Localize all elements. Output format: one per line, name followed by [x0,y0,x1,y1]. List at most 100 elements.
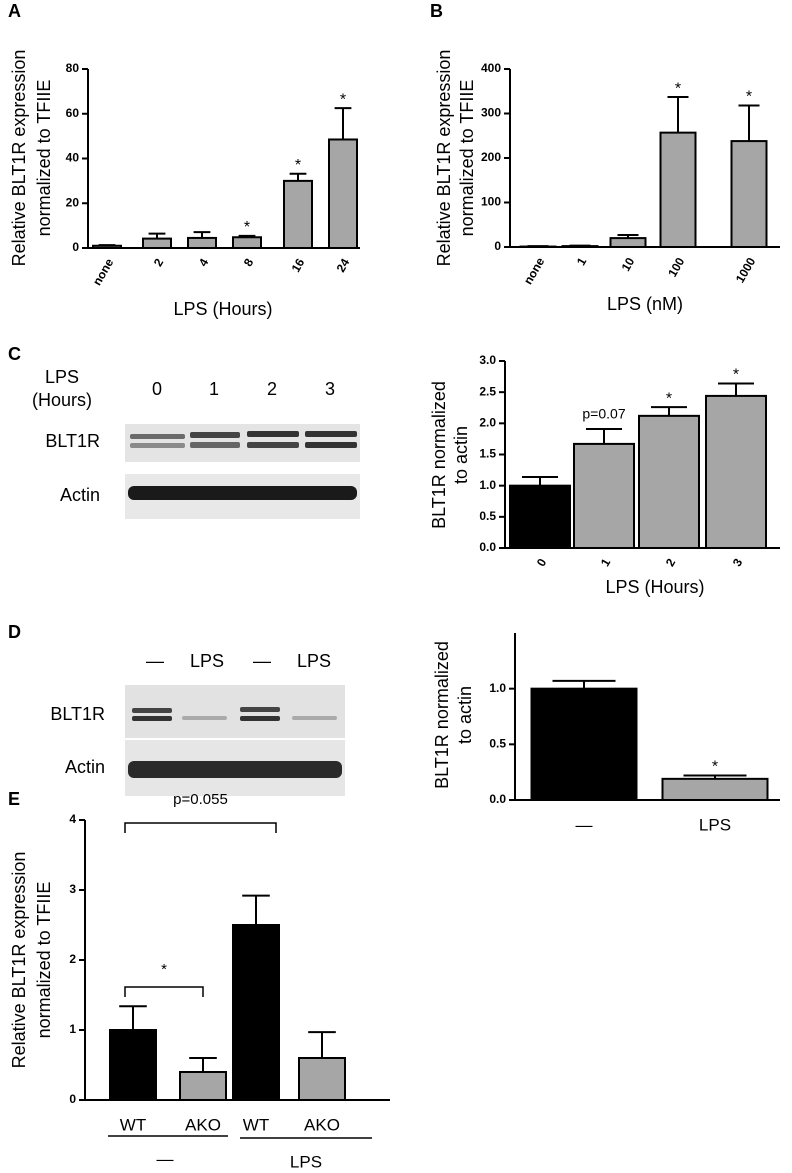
y-tick-label: 0.5 [489,737,506,751]
x-tick-label: none [521,255,548,287]
bar-label: * [733,367,739,384]
y-tick-label: 0.0 [479,540,496,554]
x-tick-label: 16 [289,256,308,275]
y-axis-label: BLT1R normalized [432,641,452,789]
annotation: * [161,961,167,978]
y-tick-label: 1.0 [479,478,496,492]
bar [232,236,262,249]
group-label: — [157,1149,174,1168]
y-axis-label: Relative BLT1R expression [434,50,454,267]
y-tick-label: 1 [69,1022,76,1036]
lane-label: — [146,651,164,671]
y-axis-label: BLT1R normalized [429,381,449,529]
y-tick-label: 0 [72,240,79,254]
y-tick-label: 300 [481,106,501,120]
bar [573,442,635,549]
y-tick-label: 0 [494,239,501,253]
y-tick-label: 100 [481,195,501,209]
y-axis-label: normalized to TFIIE [34,80,54,237]
x-tick-label: 10 [619,255,638,274]
bar-label: * [295,157,301,174]
lane-label: 0 [152,379,162,399]
lane-label: LPS [190,651,224,671]
y-tick-label: 400 [481,61,501,75]
x-tick-label: 100 [665,255,687,280]
x-tick-label: 0 [534,556,550,569]
blot-row-label: BLT1R [50,704,105,724]
x-axis-label: LPS (Hours) [605,577,704,597]
bar-label: * [746,89,752,106]
x-tick-label: 1 [574,255,590,268]
bar-label: * [244,219,250,236]
panel-label: A [8,1,21,21]
bar [659,131,697,248]
y-tick-label: 0.5 [479,509,496,523]
y-tick-label: 2.5 [479,384,496,398]
y-axis-label: to actin [451,426,471,484]
y-tick-label: 200 [481,150,501,164]
x-tick-label: none [90,256,117,288]
annotation: p=0.055 [173,791,228,808]
x-tick-label: AKO [185,1115,221,1134]
bar [109,1029,157,1101]
x-tick-label: 3 [730,556,746,569]
x-tick-label: AKO [304,1115,340,1134]
bar [609,237,647,249]
y-tick-label: 3.0 [479,353,496,367]
x-tick-label: WT [120,1115,146,1134]
y-axis-label: to actin [455,686,475,744]
blot-c [125,424,360,519]
y-tick-label: 60 [66,106,80,120]
y-tick-label: 3 [69,882,76,896]
y-tick-label: 20 [66,195,80,209]
bar-label: * [712,759,718,776]
x-tick-label: 24 [334,256,353,275]
bar [92,244,122,249]
lane-label: — [253,651,271,671]
y-axis-label: normalized to TFIIE [34,882,54,1039]
bar [661,777,769,802]
y-tick-label: 4 [69,812,76,826]
x-axis-label: LPS (nM) [607,294,683,314]
lane-label: 1 [209,379,219,399]
y-tick-label: 80 [66,61,80,75]
y-tick-label: 2.0 [479,416,496,430]
lane-label: 2 [267,379,277,399]
blot-row-label: Actin [65,757,105,777]
bar [530,687,638,802]
blot-header: LPS [45,367,79,387]
x-axis-label: LPS (Hours) [173,299,272,319]
y-axis-label: normalized to TFIIE [457,80,477,237]
bar [298,1057,346,1101]
blot-row-label: Actin [60,485,100,505]
panel-label: C [8,344,21,364]
bar-label: * [340,91,346,108]
y-tick-label: 2 [69,952,76,966]
group-label: LPS [290,1152,322,1171]
x-tick-label: 1000 [733,255,759,285]
bar [142,237,172,249]
bar [509,484,571,549]
y-tick-label: 1.0 [489,681,506,695]
blot-row-label: BLT1R [45,431,100,451]
bar [283,179,313,249]
bar [328,138,358,249]
bar-label: * [675,80,681,97]
bar [730,140,768,248]
bracket [124,822,277,833]
bar [638,414,700,549]
bar [561,245,599,249]
y-axis-label: Relative BLT1R expression [9,50,29,267]
bar [187,236,217,249]
bracket [124,986,204,997]
x-tick-label: LPS [699,815,731,834]
bar [232,924,280,1101]
lane-label: 3 [325,379,335,399]
panel-label: D [8,622,21,642]
bar-label: * [666,390,672,407]
y-tick-label: 0.0 [489,792,506,806]
x-tick-label: WT [243,1115,269,1134]
x-tick-label: 8 [241,256,257,269]
blot-d [125,685,345,796]
